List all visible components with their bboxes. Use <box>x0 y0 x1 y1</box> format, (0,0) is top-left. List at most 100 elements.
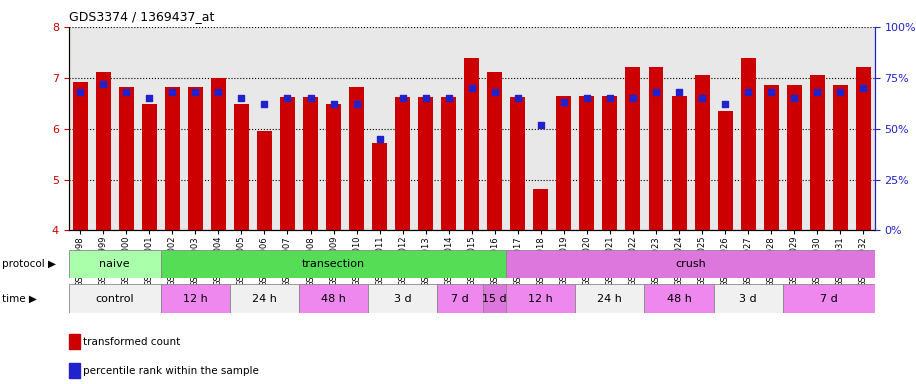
Point <box>764 89 779 95</box>
Bar <box>326 104 341 230</box>
Text: percentile rank within the sample: percentile rank within the sample <box>83 366 259 376</box>
Bar <box>299 284 368 313</box>
Text: 24 h: 24 h <box>597 293 622 304</box>
Bar <box>510 97 525 230</box>
Point <box>833 89 847 95</box>
Text: 24 h: 24 h <box>252 293 277 304</box>
Bar <box>165 87 180 230</box>
Point <box>188 89 202 95</box>
Bar <box>464 58 479 230</box>
Bar <box>694 75 710 230</box>
Bar <box>671 96 686 230</box>
Point <box>165 89 180 95</box>
Point <box>603 95 617 101</box>
Bar <box>188 87 202 230</box>
Text: 7 d: 7 d <box>820 293 837 304</box>
Point <box>487 89 502 95</box>
Point <box>257 101 272 107</box>
Bar <box>714 284 782 313</box>
Bar <box>603 96 617 230</box>
Bar <box>782 284 875 313</box>
Text: transection: transection <box>302 259 365 269</box>
Bar <box>142 104 157 230</box>
Bar <box>507 250 875 278</box>
Bar <box>533 189 549 230</box>
Bar <box>649 66 663 230</box>
Point <box>326 101 341 107</box>
Point <box>557 99 572 105</box>
Point <box>142 95 157 101</box>
Text: 48 h: 48 h <box>667 293 692 304</box>
Bar <box>626 66 640 230</box>
Bar <box>257 131 272 230</box>
Text: transformed count: transformed count <box>83 337 180 347</box>
Point <box>787 95 802 101</box>
Point <box>349 101 364 107</box>
Bar <box>833 85 847 230</box>
Bar <box>787 85 802 230</box>
Bar <box>230 284 299 313</box>
Text: naive: naive <box>100 259 130 269</box>
Text: 7 d: 7 d <box>452 293 469 304</box>
Text: protocol ▶: protocol ▶ <box>2 259 56 269</box>
Bar <box>211 78 226 230</box>
Point <box>626 95 640 101</box>
Point <box>464 85 479 91</box>
Bar <box>161 250 507 278</box>
Point <box>442 95 456 101</box>
Text: 48 h: 48 h <box>322 293 346 304</box>
Bar <box>419 97 433 230</box>
Point <box>396 95 410 101</box>
Point <box>419 95 433 101</box>
Text: GDS3374 / 1369437_at: GDS3374 / 1369437_at <box>69 10 214 23</box>
Bar <box>741 58 756 230</box>
Bar <box>645 284 714 313</box>
Point <box>856 85 870 91</box>
Point <box>694 95 709 101</box>
Bar <box>161 284 230 313</box>
Text: 12 h: 12 h <box>529 293 553 304</box>
Point <box>671 89 686 95</box>
Bar <box>507 284 575 313</box>
Bar <box>234 104 249 230</box>
Text: control: control <box>95 293 134 304</box>
Text: 15 d: 15 d <box>483 293 507 304</box>
Bar <box>303 97 318 230</box>
Bar <box>96 72 111 230</box>
Bar <box>810 75 824 230</box>
Bar <box>487 72 502 230</box>
Point <box>303 95 318 101</box>
Bar <box>484 284 507 313</box>
Point <box>741 89 756 95</box>
Point <box>119 89 134 95</box>
Bar <box>437 284 484 313</box>
Point <box>649 89 663 95</box>
Point <box>280 95 295 101</box>
Bar <box>717 111 733 230</box>
Text: 3 d: 3 d <box>394 293 411 304</box>
Point <box>211 89 225 95</box>
Point <box>580 95 594 101</box>
Point <box>372 136 387 142</box>
Bar <box>372 143 387 230</box>
Text: time ▶: time ▶ <box>2 293 37 304</box>
Text: crush: crush <box>675 259 706 269</box>
Text: 12 h: 12 h <box>183 293 208 304</box>
Bar <box>69 284 161 313</box>
Bar <box>442 97 456 230</box>
Point <box>73 89 88 95</box>
Bar <box>580 96 594 230</box>
Bar <box>280 97 295 230</box>
Point <box>533 121 548 127</box>
Text: 3 d: 3 d <box>739 293 757 304</box>
Bar <box>395 97 410 230</box>
Bar <box>69 250 161 278</box>
Bar <box>368 284 437 313</box>
Bar <box>856 66 871 230</box>
Point <box>718 101 733 107</box>
Point <box>96 81 111 87</box>
Bar <box>119 87 134 230</box>
Bar <box>349 87 364 230</box>
Point <box>234 95 249 101</box>
Point <box>510 95 525 101</box>
